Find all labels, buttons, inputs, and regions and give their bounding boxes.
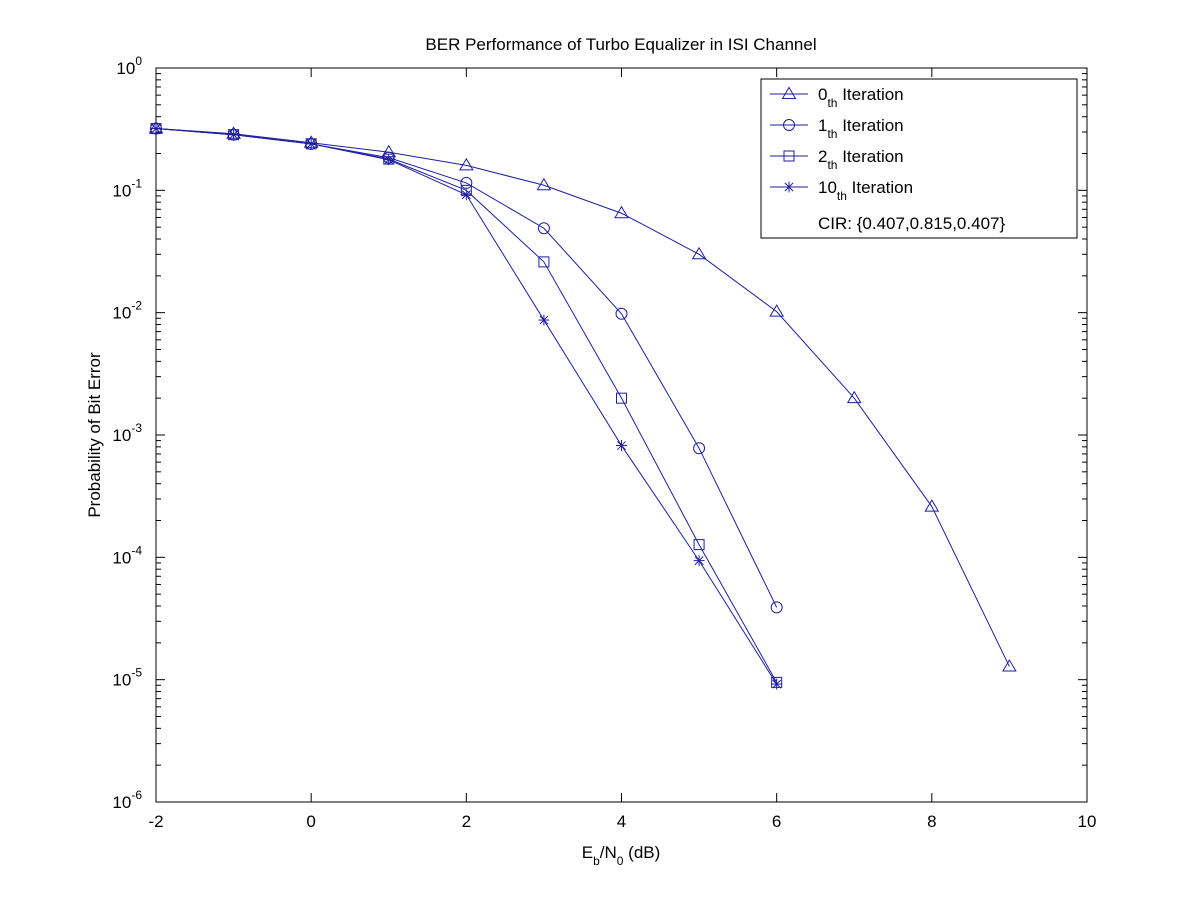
legend-item: 0th Iteration: [770, 85, 904, 110]
data-point-triangle: [924, 499, 940, 512]
data-point-star: [771, 678, 783, 690]
series-triangle: [148, 121, 1017, 672]
chart-title: BER Performance of Turbo Equalizer in IS…: [425, 35, 816, 54]
legend: 0th Iteration 1th Iteration 2th Iteration 1…: [760, 78, 1078, 239]
legend-swatch-marker: [783, 119, 795, 131]
y-tick-label: 10-2: [112, 299, 142, 323]
y-axis-label: Probability of Bit Error: [85, 352, 104, 518]
data-point-triangle: [769, 304, 785, 317]
y-tick-label: 10-1: [112, 176, 142, 200]
data-point-circle: [460, 176, 473, 189]
legend-swatch-marker: [783, 150, 795, 162]
x-axis-label-main: E: [582, 843, 593, 862]
y-tick-label: 10-4: [112, 543, 142, 567]
data-point-triangle: [614, 205, 629, 219]
data-point-square: [693, 539, 705, 551]
data-point-circle: [770, 601, 783, 614]
data-point-triangle: [1002, 659, 1017, 672]
y-tick-label: 10-6: [112, 788, 142, 812]
y-axis-ticks: 100 10-1 10-2 10-3 10-4 10-5 10-6: [112, 54, 1087, 812]
legend-label: 10th Iteration: [818, 178, 913, 203]
x-axis-label-sub1: b: [593, 854, 600, 868]
legend-item: 2th Iteration: [770, 147, 904, 172]
x-tick-label: 10: [1078, 812, 1097, 831]
x-tick-label: 8: [927, 812, 936, 831]
legend-item: 1th Iteration: [770, 116, 904, 141]
legend-label: 1th Iteration: [818, 116, 904, 141]
series-line: [155, 128, 1010, 667]
y-tick-label: 100: [116, 54, 142, 78]
legend-box: [760, 78, 1078, 239]
x-axis-label-sub2: 0: [617, 854, 624, 868]
data-point-circle: [537, 222, 550, 235]
y-tick-label: 10-5: [112, 666, 142, 690]
legend-label: 2th Iteration: [818, 147, 904, 172]
data-point-star: [150, 123, 162, 135]
series-star: [150, 123, 783, 690]
x-axis-label-mid: /N: [600, 843, 617, 862]
series-group: [148, 121, 1017, 690]
legend-annotation: CIR: {0.407,0.815,0.407}: [818, 214, 1005, 233]
data-point-triangle: [536, 177, 552, 191]
legend-swatch-marker: [781, 86, 797, 99]
x-tick-label: 0: [306, 812, 315, 831]
x-axis-label-tail: (dB): [623, 843, 660, 862]
legend-swatch-marker: [783, 181, 795, 193]
x-axis-ticks: -2 0 2 4 6 8 10: [148, 68, 1096, 831]
data-point-circle: [693, 442, 706, 455]
data-point-star: [228, 129, 240, 141]
data-point-star: [693, 555, 705, 567]
legend-label: 0th Iteration: [818, 85, 904, 110]
legend-item: 10th Iteration: [770, 178, 913, 203]
data-point-circle: [615, 307, 628, 320]
data-point-star: [460, 189, 472, 201]
y-tick-label: 10-3: [112, 421, 142, 445]
x-axis-label: Eb/N0 (dB): [582, 843, 661, 868]
legend-items: 0th Iteration 1th Iteration 2th Iteration 1…: [770, 85, 913, 203]
data-point-triangle: [691, 246, 707, 260]
x-tick-label: 6: [772, 812, 781, 831]
data-point-square: [616, 392, 627, 404]
x-tick-label: -2: [148, 812, 163, 831]
data-point-triangle: [458, 157, 474, 171]
data-point-star: [616, 440, 627, 452]
data-point-square: [538, 256, 550, 268]
x-tick-label: 4: [617, 812, 626, 831]
data-point-triangle: [846, 390, 862, 404]
x-tick-label: 2: [462, 812, 471, 831]
data-point-star: [538, 314, 550, 326]
data-point-star: [383, 154, 395, 166]
data-point-star: [305, 138, 317, 150]
